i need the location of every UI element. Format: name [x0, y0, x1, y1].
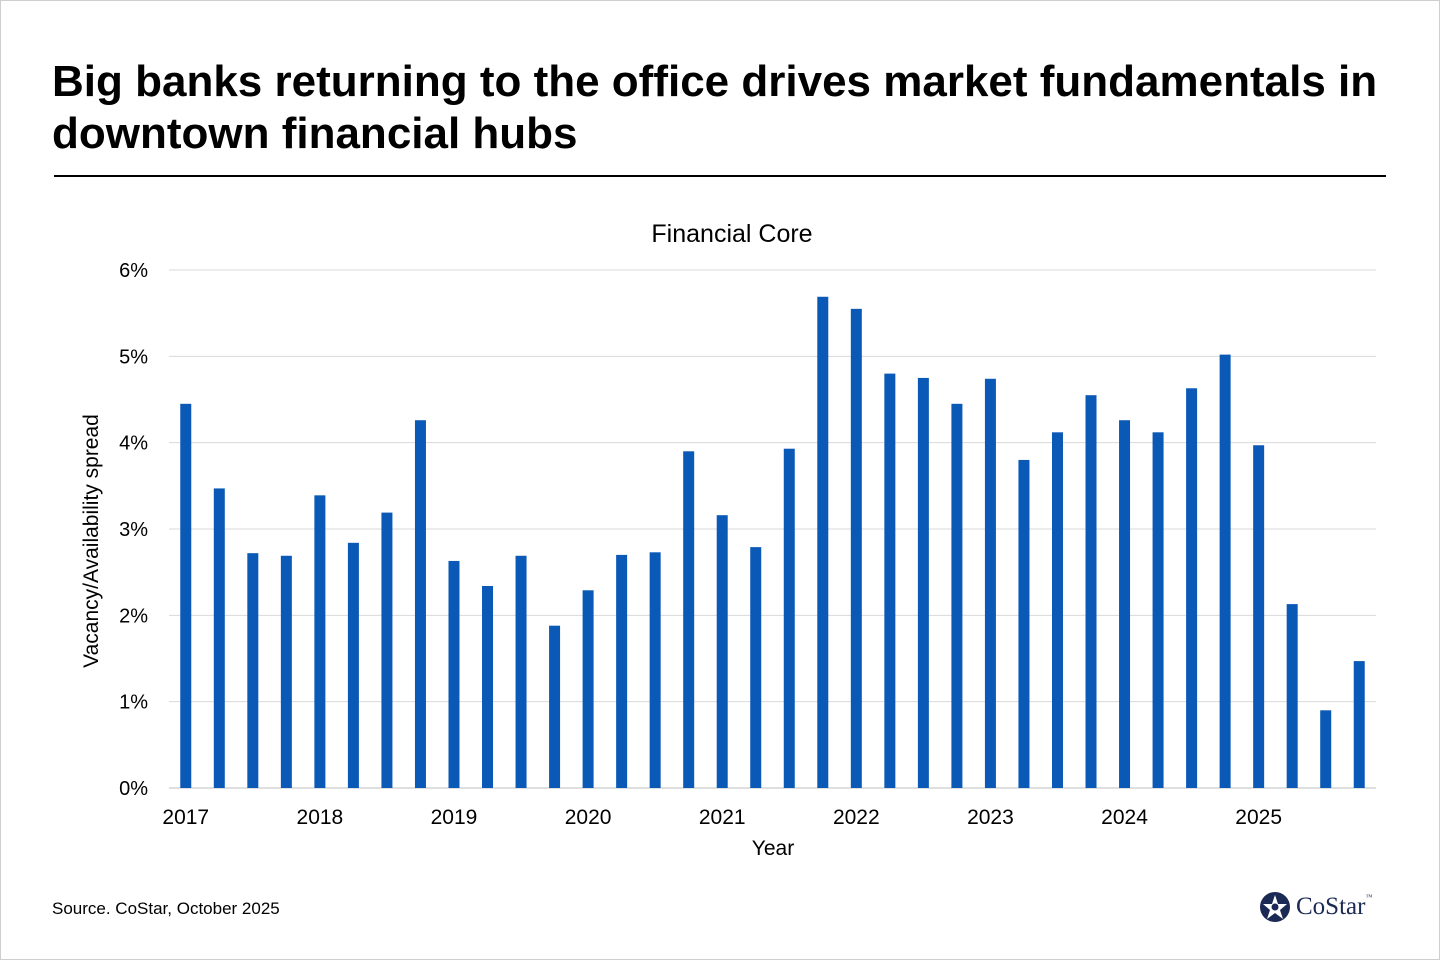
x-tick-label: 2018 [297, 806, 344, 829]
x-axis-ticks: 2017 2018 2019 2020 2021 2022 2023 2024 2025 [162, 806, 1282, 829]
bar [1018, 459, 1030, 788]
bar [180, 403, 192, 788]
x-axis-label: Year [752, 837, 794, 860]
bar [448, 560, 460, 788]
bar [314, 495, 326, 788]
headline: Big banks returning to the office drives… [52, 57, 1378, 158]
bar [1253, 445, 1265, 788]
chart-title: Financial Core [651, 220, 812, 248]
y-axis-ticks: 0% 1% 2% 3% 4% 5% 6% [119, 260, 148, 800]
bar [549, 625, 561, 788]
y-tick-label: 3% [119, 519, 148, 541]
bar [817, 296, 829, 788]
y-tick-label: 5% [119, 346, 148, 368]
bar [1320, 710, 1332, 788]
bar [347, 542, 359, 788]
bar [213, 488, 225, 788]
x-tick-label: 2022 [833, 806, 880, 829]
y-axis-label: Vacancy/Availability spread [80, 414, 103, 668]
bar [381, 512, 393, 788]
x-tick-label: 2017 [162, 806, 209, 829]
y-tick-label: 1% [119, 692, 148, 714]
x-tick-label: 2024 [1101, 806, 1148, 829]
bar [1051, 432, 1063, 788]
bar-chart: Financial Core 0%1%2%3%4%5%6% 2017 2018 20… [80, 220, 1376, 860]
x-tick-label: 2021 [699, 806, 746, 829]
x-tick-label: 2025 [1235, 806, 1282, 829]
bar [1152, 432, 1164, 788]
bar [750, 547, 762, 788]
logo-wordmark: CoStar™ [1296, 893, 1373, 920]
bar [649, 552, 661, 788]
costar-logo: CoStar™ [1258, 890, 1372, 924]
bar [1219, 354, 1231, 788]
bar [683, 451, 695, 788]
y-tick-label: 4% [119, 433, 148, 455]
bar [616, 554, 628, 788]
bar [1119, 420, 1131, 788]
bar [783, 448, 795, 788]
bar [884, 373, 896, 788]
bar [247, 553, 259, 788]
bar [280, 555, 292, 788]
source-note: Source. CoStar, October 2025 [52, 899, 280, 918]
x-tick-label: 2019 [431, 806, 478, 829]
bar [582, 590, 594, 788]
x-tick-label: 2023 [967, 806, 1014, 829]
bar [850, 308, 862, 788]
bar [716, 515, 728, 788]
costar-star-icon [1260, 892, 1290, 922]
bar [414, 420, 426, 788]
y-tick-label: 0% [119, 778, 148, 800]
bar [951, 403, 963, 788]
bar [1085, 395, 1097, 788]
bar [917, 377, 929, 788]
bar [482, 585, 494, 788]
bar [984, 378, 996, 788]
bar [515, 555, 527, 788]
y-tick-label: 6% [119, 260, 148, 282]
bars [180, 296, 1365, 788]
title-divider [54, 175, 1386, 177]
bar [1186, 388, 1198, 788]
gridlines [169, 269, 1376, 789]
bar [1286, 604, 1298, 788]
bar [1353, 661, 1365, 788]
x-tick-label: 2020 [565, 806, 612, 829]
y-tick-label: 2% [119, 605, 148, 627]
